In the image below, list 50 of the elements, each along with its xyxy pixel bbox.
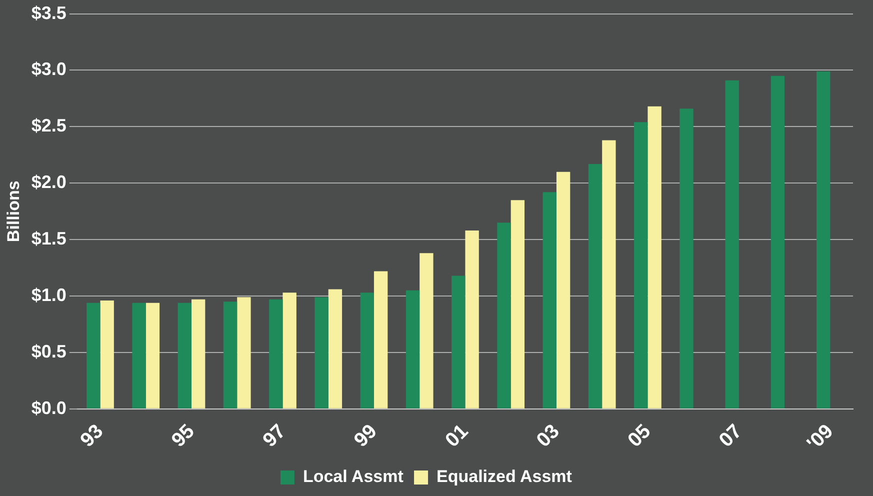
bar (223, 302, 238, 408)
bar (602, 140, 616, 408)
bar (178, 302, 192, 408)
y-tick-label: $3.0 (31, 59, 66, 80)
y-axis-title: Billions (4, 180, 23, 242)
legend-label: Equalized Assmt (436, 467, 572, 486)
bar (132, 302, 146, 408)
bar (86, 302, 100, 408)
x-tick-label: 99 (350, 420, 382, 452)
bar (648, 106, 662, 408)
y-tick-label: $0.0 (31, 398, 66, 418)
x-tick-label: 97 (258, 420, 290, 452)
bar (452, 276, 466, 408)
bar (497, 222, 511, 408)
bar (100, 300, 114, 408)
x-tick-label: 05 (624, 420, 656, 452)
y-tick-label: $3.5 (31, 2, 66, 23)
x-tick-label: 95 (168, 420, 199, 452)
y-tick-label: $2.5 (31, 116, 66, 136)
bar (542, 192, 556, 408)
bar (146, 302, 160, 408)
legend-label: Local Assmt (302, 467, 404, 486)
x-tick-label: 93 (76, 420, 108, 452)
y-tick-label: $1.0 (31, 285, 66, 306)
bar (510, 200, 525, 408)
bar (360, 292, 374, 408)
bar (770, 76, 785, 408)
y-tick-label: $0.5 (31, 341, 66, 362)
bar (556, 172, 570, 408)
bar (237, 297, 251, 408)
bar (680, 108, 694, 408)
bar (725, 80, 739, 408)
x-tick-label: 01 (441, 420, 473, 452)
bar (282, 292, 296, 408)
y-tick-label: $2.0 (31, 172, 66, 192)
x-tick-label: 03 (532, 420, 564, 452)
bar (314, 297, 328, 408)
bar (406, 290, 420, 408)
bar (374, 271, 388, 408)
bar (420, 253, 434, 408)
bar (588, 164, 602, 408)
bar (634, 122, 648, 408)
bar (328, 289, 342, 408)
bar (191, 299, 206, 408)
y-tick-label: $1.5 (31, 228, 66, 249)
x-tick-label: 07 (715, 420, 746, 452)
bar (269, 299, 283, 408)
bar (465, 230, 479, 408)
bar (816, 71, 830, 408)
x-tick-label: '09 (802, 420, 838, 455)
